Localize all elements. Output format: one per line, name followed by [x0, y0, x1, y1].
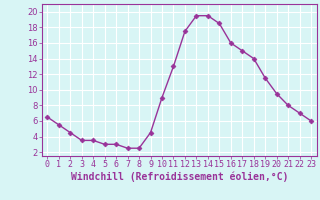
X-axis label: Windchill (Refroidissement éolien,°C): Windchill (Refroidissement éolien,°C) — [70, 172, 288, 182]
